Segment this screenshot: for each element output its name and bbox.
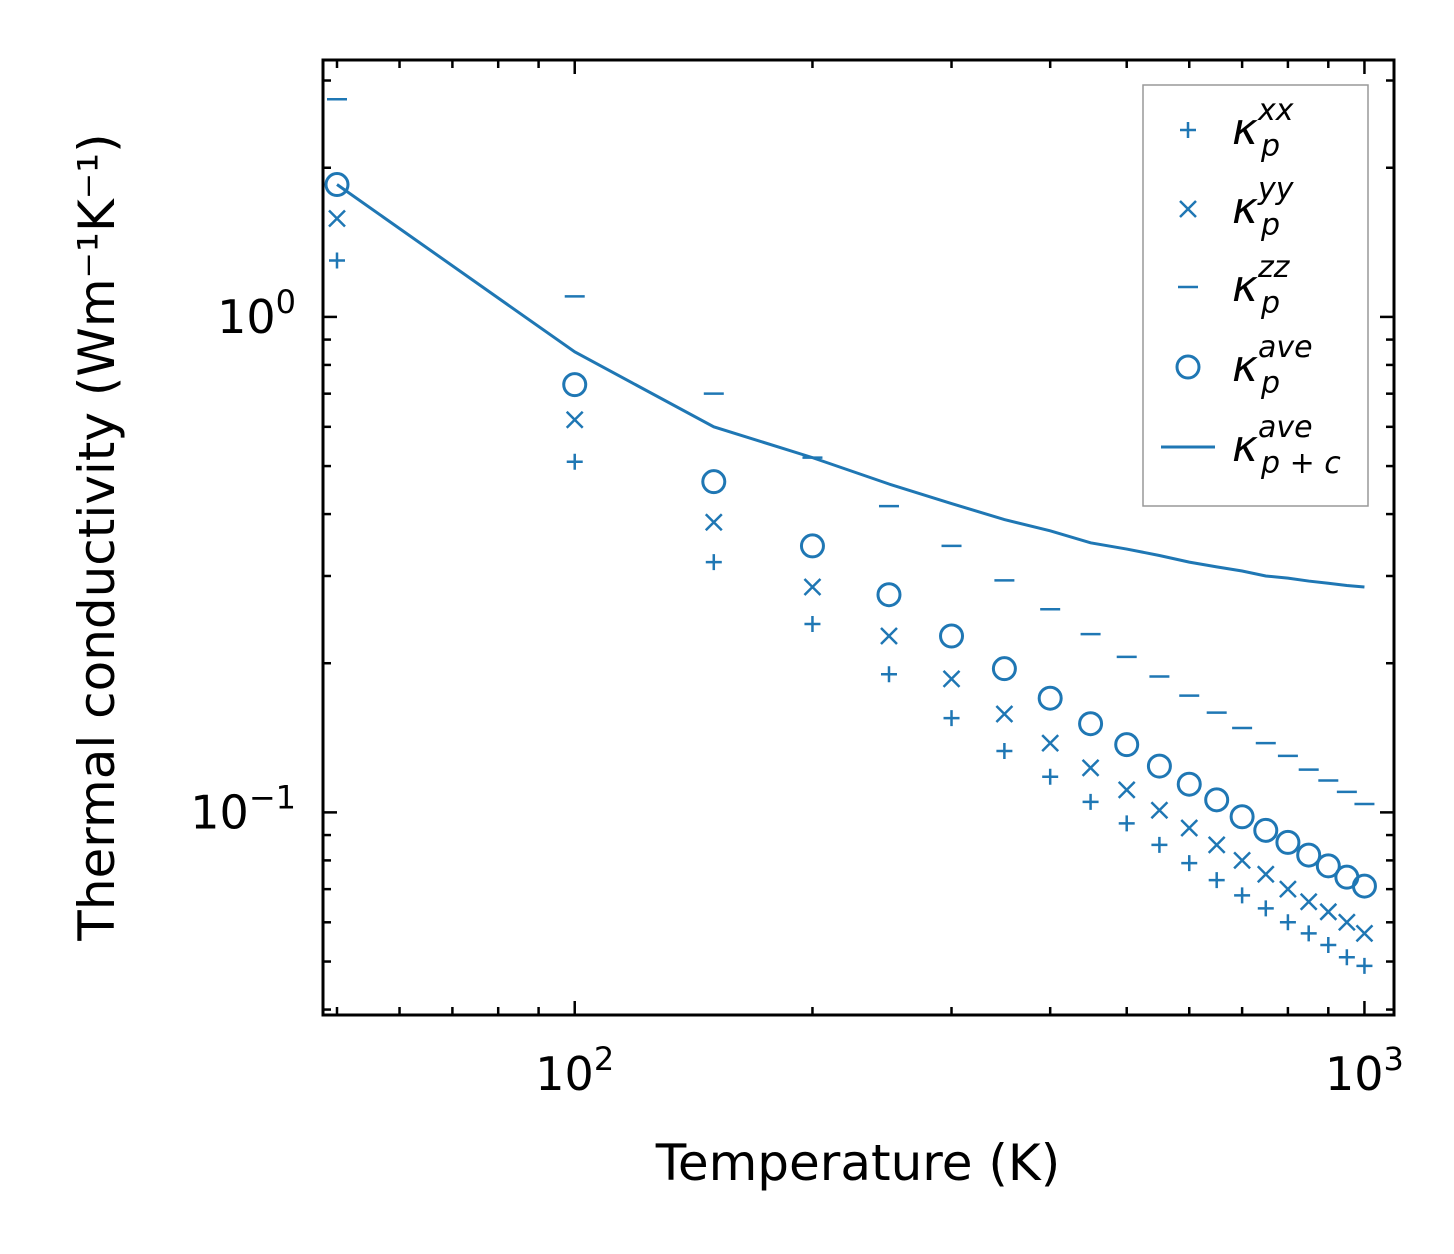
y-tick-label-0: 10−1 [190,778,296,839]
kappa_p_plus_c_ave-line [336,183,1365,589]
kappa_p_xx-point-11 [1181,855,1198,872]
kappa_p_xx-point-3 [804,615,821,632]
x-tick-label-0: 102 [535,1040,614,1101]
kappa_p_ave-point-8 [1078,711,1104,737]
legend-entry-kappa_p_yy: κyy p [1179,172,1295,243]
kappa_p_xx-point-4 [880,666,897,683]
kappa_p_ave-point-16 [1296,842,1322,868]
kappa_p_xx-point-7 [1042,768,1059,785]
kappa_p_xx-point-2 [705,554,722,571]
y-axis-label: Thermal conductivity (Wm⁻¹K⁻¹) [68,133,126,941]
kappa_p_ave-point-12 [1204,787,1230,813]
kappa_p_ave-point-2 [701,469,727,495]
kappa_p_yy-point-11 [1180,819,1199,837]
kappa_p_ave-point-5 [939,623,965,649]
legend-entry-kappa_p_plus_c_ave: κave p + c [1161,410,1341,481]
kappa_p_yy-point-12 [1207,835,1226,854]
kappa_p_xx-point-18 [1338,949,1355,966]
series-kappa_p_ave [324,172,1377,899]
kappa_p_ave-point-1 [562,372,588,398]
legend-label-kappa_p_ave: κave p [1232,330,1313,401]
kappa_p_xx-point-10 [1151,836,1168,853]
x-axis-label: Temperature (K) [655,1134,1060,1192]
kappa_p_xx-point-14 [1257,900,1274,917]
kappa_p_yy-point-9 [1117,781,1136,799]
kappa_p_yy-point-15 [1279,880,1297,899]
kappa_p_yy-point-17 [1319,902,1338,921]
tick-labels: 102 103 10−1 100 [190,283,1404,1101]
legend-marker-plus [1180,122,1196,138]
kappa_p_xx-point-13 [1234,887,1251,904]
legend-label-kappa_p_plus_c_ave: κave p + c [1232,410,1341,481]
kappa_p_ave-point-13 [1229,804,1255,830]
kappa_p_yy-point-16 [1299,892,1318,911]
legend-label-kappa_p_xx: κxx p [1232,93,1294,164]
plot-area [324,97,1377,974]
kappa_p_yy-point-1 [565,410,584,429]
kappa_p_xx-point-15 [1279,914,1296,931]
kappa_p_yy-point-7 [1041,734,1060,752]
kappa_p_ave-point-7 [1037,685,1063,711]
series-kappa_p_xx [329,252,1373,974]
kappa_p_xx-point-19 [1356,957,1373,974]
kappa_p_yy-point-19 [1355,924,1374,943]
kappa_p_xx-point-8 [1082,793,1099,810]
legend-label-kappa_p_yy: κyy p [1232,172,1295,243]
kappa_p_yy-point-14 [1256,865,1275,884]
axes-frame [321,58,1396,1017]
kappa_p_ave-point-4 [876,582,902,608]
legend-label-kappa_p_zz: κzz p [1232,250,1291,321]
kappa_p_yy-point-4 [880,627,898,645]
x-tick-label-1: 103 [1325,1040,1404,1101]
kappa_p_yy-point-10 [1150,801,1169,820]
legend-box [1142,84,1369,507]
kappa_p_ave-point-17 [1315,853,1341,879]
kappa_p_yy-point-5 [942,669,961,688]
kappa_p_yy-point-8 [1081,758,1100,777]
series-kappa_p_zz [327,97,1375,806]
kappa_p_xx-point-16 [1300,925,1317,942]
kappa_p_xx-point-5 [943,710,960,727]
kappa_p_ave-point-6 [991,656,1017,682]
kappa_p_xx-point-6 [996,743,1013,760]
kappa_p_ave-point-0 [324,172,350,198]
kappa_p_yy-point-6 [995,705,1014,723]
kappa_p_ave-point-9 [1114,732,1140,758]
legend-marker-circle [1175,354,1201,380]
kappa_p_yy-point-3 [803,578,822,596]
legend-entry-kappa_p_zz: κzz p [1178,250,1291,321]
series-kappa_p_plus_c_ave [336,183,1365,589]
kappa_p_yy-point-18 [1337,913,1356,932]
series-kappa_p_yy [328,209,1374,943]
kappa_p_xx-point-1 [566,453,583,470]
kappa_p_yy-point-2 [704,513,723,532]
legend-entry-kappa_p_ave: κave p [1175,330,1313,401]
kappa_p_yy-point-0 [328,209,346,228]
y-tick-label-1: 100 [217,283,296,344]
kappa_p_xx-point-17 [1320,936,1337,953]
kappa_p_xx-point-0 [329,252,346,269]
kappa_p_ave-point-3 [799,533,825,559]
kappa_p_ave-point-10 [1146,753,1172,779]
legend-marker-x [1179,200,1197,218]
kappa_p_yy-point-13 [1233,851,1252,870]
kappa_p_xx-point-9 [1118,815,1135,832]
kappa_p_xx-point-12 [1208,872,1225,889]
legend: κxx p κyy p κzz p κave p κave p + c [1142,84,1369,507]
kappa_p_ave-point-19 [1351,873,1377,899]
kappa_p_ave-point-11 [1176,771,1202,797]
kappa_p_ave-point-14 [1253,817,1279,843]
kappa_p_ave-point-15 [1275,829,1301,855]
legend-entry-kappa_p_xx: κxx p [1180,93,1294,164]
